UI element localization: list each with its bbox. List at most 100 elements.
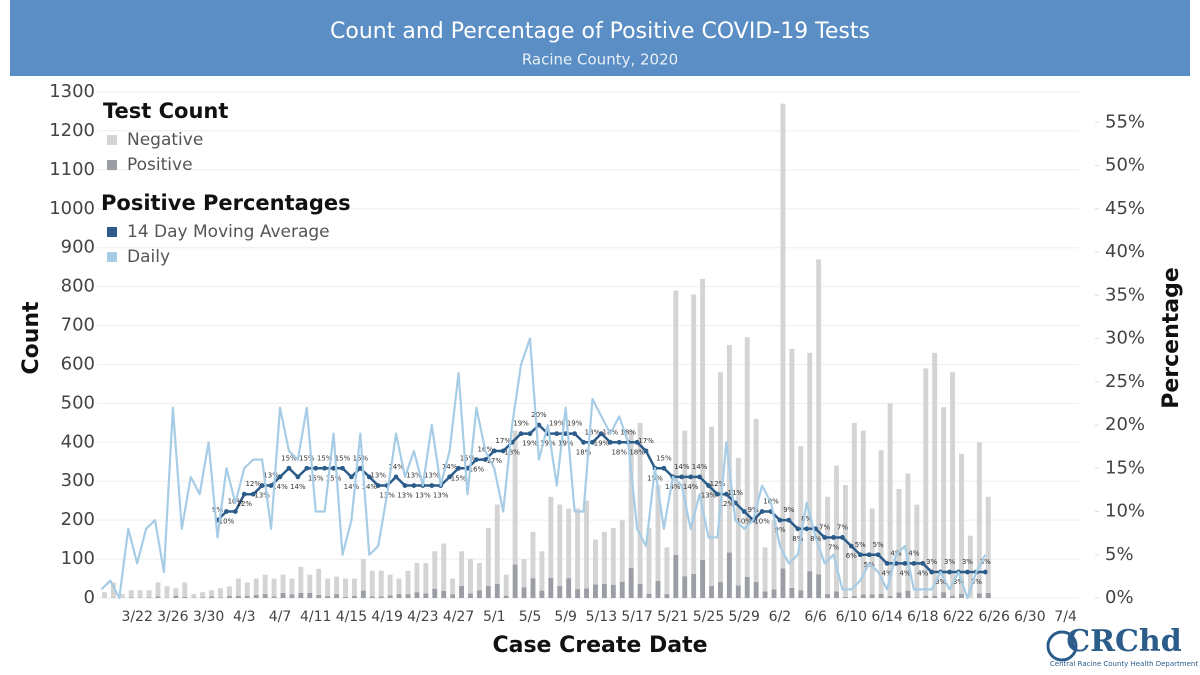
bar-segment [941,407,947,593]
bar-segment [932,595,938,598]
x-tick-label: 6/6 [804,609,827,625]
bar-segment [887,403,893,597]
bar-segment [173,595,179,598]
line-marker [349,474,354,480]
bar-segment [334,576,340,595]
bar-segment [262,594,268,598]
bar-segment [985,592,991,598]
x-tick-label: 4/15 [336,609,367,625]
bar-segment [200,597,206,598]
line-marker [277,474,283,480]
bar-segment [226,596,232,598]
header-band [10,0,1190,76]
bar-segment [423,562,429,594]
bar-segment [557,585,563,598]
bar-segment [164,586,170,598]
data-label: 12% [245,480,261,488]
line-marker [590,439,595,445]
y-tick-label: 1200 [49,120,95,141]
bar-segment [459,585,465,598]
logo-title: CRChd [1066,624,1181,659]
bar-segment [610,527,616,585]
bar-segment [771,589,777,598]
bar-segment [298,592,304,598]
bar-segment [682,576,688,598]
data-label: 3% [944,558,955,566]
bar-segment [307,574,313,593]
data-label: 13% [415,492,431,500]
bar-segment [351,578,357,597]
line-marker [643,448,649,454]
data-label: 14% [388,463,404,471]
bar-segment [235,595,241,598]
bar-segment [137,590,143,598]
data-label: 14% [344,483,360,491]
data-label: 19% [549,420,565,428]
bar-segment [610,584,616,598]
bar-segment [700,559,706,598]
legend-label: Negative [127,130,203,150]
bar-segment [432,588,438,598]
bar-segment [102,592,107,598]
line-marker [795,526,801,532]
line-marker [375,483,381,488]
line-marker [536,422,542,428]
bar-segment [235,578,241,596]
bar-segment [593,539,598,585]
bar-segment [985,496,991,593]
bar-segment [316,568,322,595]
bar-segment [575,589,581,598]
bar-segment [128,597,134,598]
line-marker [634,439,640,445]
data-label: 19% [594,440,610,448]
bar-segment [218,597,223,598]
data-label: 18% [585,428,601,436]
bar-segment [459,551,465,586]
bar-segment [450,594,456,598]
line-marker [554,431,560,437]
bar-segment [860,594,866,598]
data-label: 15% [326,474,342,482]
bar-segment [360,590,366,598]
bar-segment [110,582,116,598]
x-axis-title: Case Create Date [492,633,707,658]
line-marker [607,439,613,445]
bar-segment [226,586,232,597]
bar-segment [959,593,964,598]
bar-segment [271,578,277,597]
line-marker [857,552,863,558]
x-tick-label: 6/2 [769,609,792,625]
x-tick-label: 4/3 [233,609,256,625]
data-label: 14% [442,463,458,471]
bar-segment [798,446,804,591]
bar-segment [146,597,152,598]
bar-segment [664,594,670,598]
data-label: 3% [953,578,964,586]
x-tick-label: 5/13 [586,609,617,625]
bar-segment [780,103,786,569]
bar-segment [584,588,589,598]
bar-segment [914,504,920,598]
data-label: 18% [629,448,645,456]
y-tick-label: 1000 [49,198,95,219]
bar-segment [825,496,831,595]
legend-label: 14 Day Moving Average [127,222,330,242]
line-marker [715,491,720,497]
bar-segment [780,568,786,598]
bar-segment [726,345,732,553]
bar-segment [566,508,572,579]
data-label: 11% [728,489,744,497]
y2-tick-label: 25% [1105,371,1145,392]
data-label: 17% [495,437,511,445]
bar-segment [405,570,411,595]
bar-segment [155,582,161,597]
x-tick-label: 5/29 [729,609,760,625]
bar-segment [860,430,866,595]
bar-segment [851,422,857,597]
line-marker [598,431,604,437]
data-label: 8% [792,535,803,543]
bar-segment [637,583,643,598]
bar-segment [396,594,402,598]
bar-segment [369,596,375,598]
line-marker [286,465,292,471]
